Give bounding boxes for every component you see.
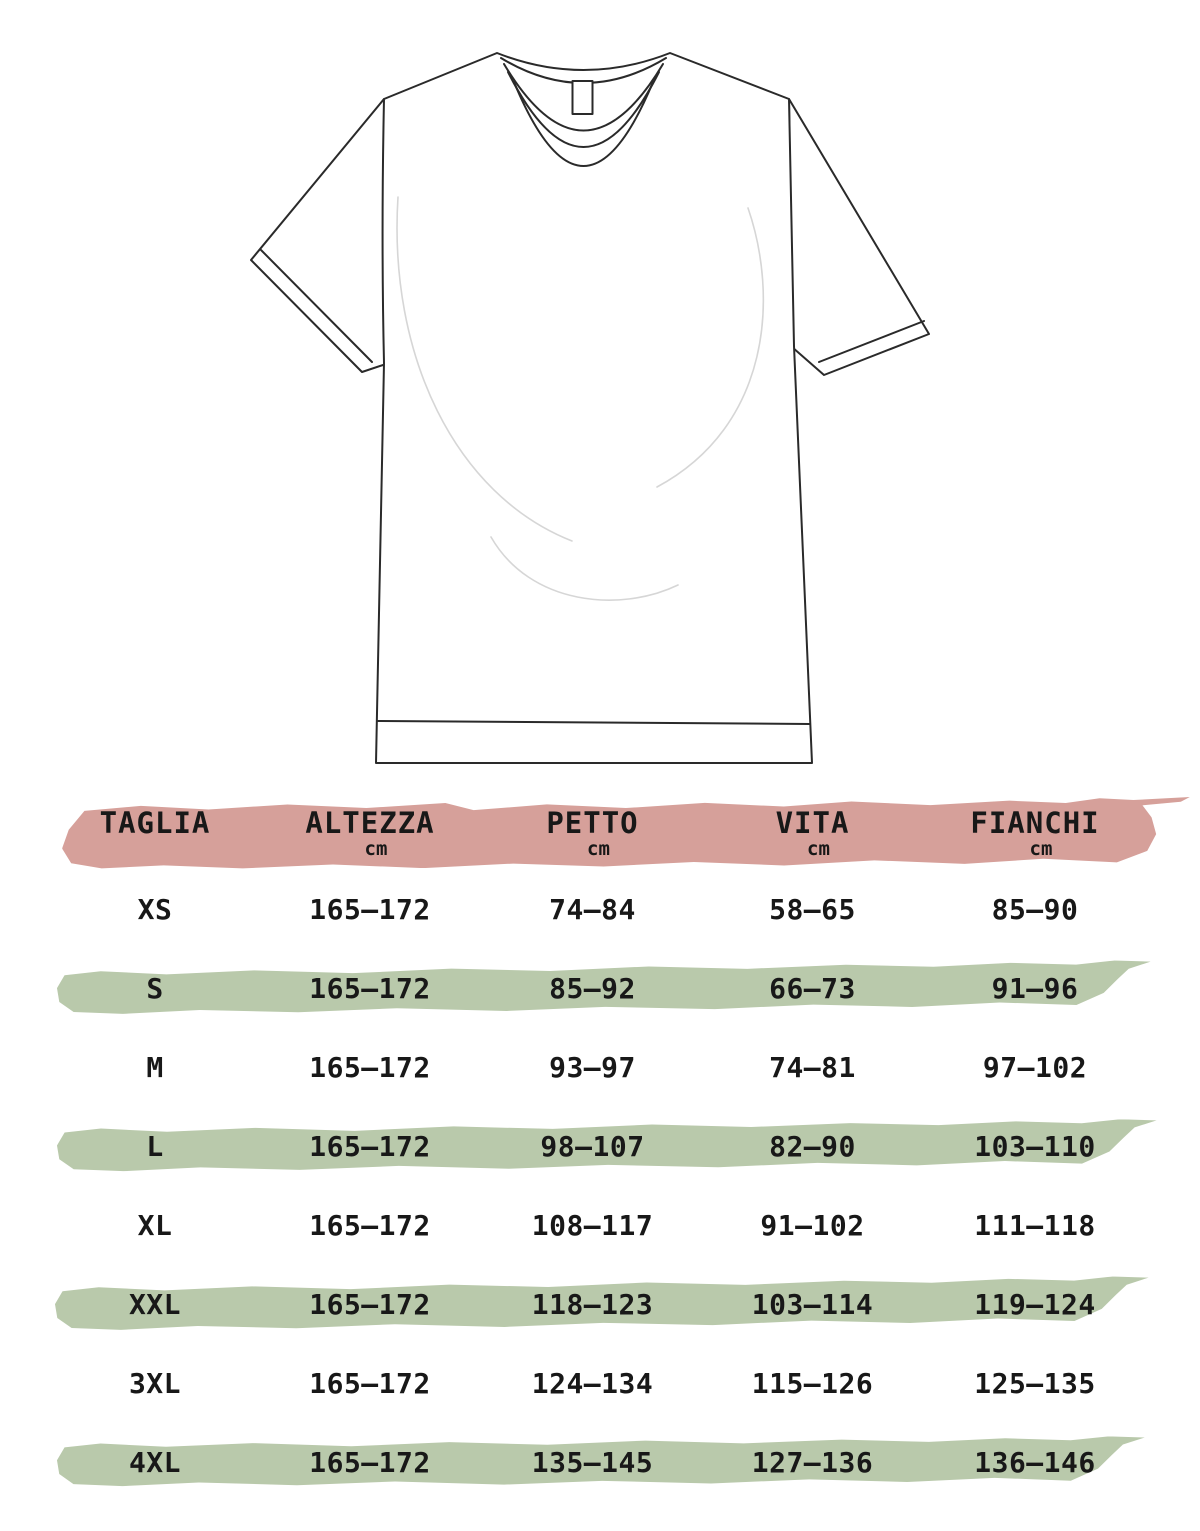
cell-vita: 66–73 — [769, 972, 856, 1005]
header-cell-petto: PETTO cm — [490, 795, 695, 870]
cell-petto: 85–92 — [549, 972, 636, 1005]
tshirt-right-cuff-seam — [818, 320, 925, 363]
cell-fianchi: 97–102 — [982, 1051, 1088, 1084]
cell-altezza: 165–172 — [309, 893, 431, 926]
cell-taglia: XXL — [128, 1288, 182, 1321]
cell-altezza: 165–172 — [309, 1446, 431, 1479]
cell-taglia: S — [146, 972, 164, 1005]
tshirt-collar-seam-2 — [507, 71, 660, 148]
cell-taglia: 3XL — [128, 1367, 182, 1400]
table-row: XS 165–172 74–84 58–65 85–90 — [0, 870, 1200, 949]
cell-taglia: 4XL — [128, 1446, 182, 1479]
cell-fianchi: 85–90 — [991, 893, 1079, 926]
column-unit-vita: cm — [807, 838, 830, 860]
cell-petto: 124–134 — [531, 1367, 654, 1400]
tshirt-hem-seam — [377, 720, 811, 725]
cell-taglia: M — [146, 1051, 164, 1084]
cell-vita: 82–90 — [769, 1130, 856, 1163]
column-unit-fianchi: cm — [1029, 838, 1053, 860]
tshirt-collar-seam-1 — [503, 63, 664, 132]
cell-vita: 58–65 — [769, 893, 856, 926]
column-label-altezza: ALTEZZA — [305, 806, 435, 840]
table-row: 3XL 165–172 124–134 115–126 125–135 — [0, 1344, 1200, 1423]
column-unit-petto: cm — [587, 838, 610, 860]
table-row: M 165–172 93–97 74–81 97–102 — [0, 1028, 1200, 1107]
cell-altezza: 165–172 — [309, 1209, 431, 1242]
cell-petto: 108–117 — [531, 1209, 654, 1242]
column-label-petto: PETTO — [546, 806, 639, 840]
column-label-vita: VITA — [775, 806, 850, 840]
cell-fianchi: 111–118 — [974, 1209, 1096, 1242]
tshirt-body — [375, 52, 813, 764]
tshirt-fold-lines — [396, 196, 765, 601]
cell-petto: 74–84 — [549, 893, 636, 926]
cell-fianchi: 119–124 — [974, 1288, 1096, 1321]
cell-vita: 91–102 — [760, 1209, 865, 1242]
cell-vita: 103–114 — [751, 1288, 874, 1321]
cell-altezza: 165–172 — [309, 1367, 431, 1400]
cell-fianchi: 103–110 — [974, 1130, 1096, 1163]
cell-vita: 127–136 — [751, 1446, 874, 1479]
tshirt-left-sleeve — [250, 98, 387, 373]
cell-petto: 98–107 — [540, 1130, 645, 1163]
cell-altezza: 165–172 — [309, 1288, 431, 1321]
cell-fianchi: 91–96 — [991, 972, 1079, 1005]
header-cell-altezza: ALTEZZA cm — [250, 795, 490, 870]
cell-altezza: 165–172 — [309, 1051, 431, 1084]
cell-taglia: XS — [137, 893, 173, 926]
table-row: XL 165–172 108–117 91–102 111–118 — [0, 1186, 1200, 1265]
column-unit-altezza: cm — [364, 838, 388, 860]
table-header-row: TAGLIA ALTEZZA cm PETTO cm VITA cm FIANC… — [0, 795, 1200, 870]
tshirt-neck-label — [571, 80, 594, 115]
table-body: XS 165–172 74–84 58–65 85–90 S 165–172 8… — [0, 870, 1200, 1502]
tshirt-illustration — [250, 52, 930, 764]
table-row: 4XL 165–172 135–145 127–136 136–146 — [0, 1423, 1200, 1502]
size-table: TAGLIA ALTEZZA cm PETTO cm VITA cm FIANC… — [0, 795, 1200, 1502]
cell-taglia: L — [146, 1130, 164, 1163]
header-cell-taglia: TAGLIA — [60, 795, 250, 870]
cell-petto: 118–123 — [531, 1288, 654, 1321]
cell-petto: 93–97 — [549, 1051, 636, 1084]
cell-fianchi: 125–135 — [974, 1367, 1096, 1400]
table-row: S 165–172 85–92 66–73 91–96 — [0, 949, 1200, 1028]
cell-petto: 135–145 — [531, 1446, 654, 1479]
table-row: L 165–172 98–107 82–90 103–110 — [0, 1107, 1200, 1186]
cell-fianchi: 136–146 — [974, 1446, 1096, 1479]
column-label-fianchi: FIANCHI — [970, 806, 1100, 840]
cell-vita: 115–126 — [751, 1367, 874, 1400]
column-label-taglia: TAGLIA — [99, 806, 211, 840]
cell-altezza: 165–172 — [309, 972, 431, 1005]
table-row: XXL 165–172 118–123 103–114 119–124 — [0, 1265, 1200, 1344]
cell-vita: 74–81 — [769, 1051, 856, 1084]
header-cell-vita: VITA cm — [695, 795, 930, 870]
tshirt-collar-seam-3 — [513, 81, 654, 167]
tshirt-left-cuff-seam — [260, 249, 373, 363]
cell-taglia: XL — [137, 1209, 173, 1242]
cell-altezza: 165–172 — [309, 1130, 431, 1163]
header-cell-fianchi: FIANCHI cm — [930, 795, 1140, 870]
tshirt-right-sleeve — [788, 98, 930, 376]
